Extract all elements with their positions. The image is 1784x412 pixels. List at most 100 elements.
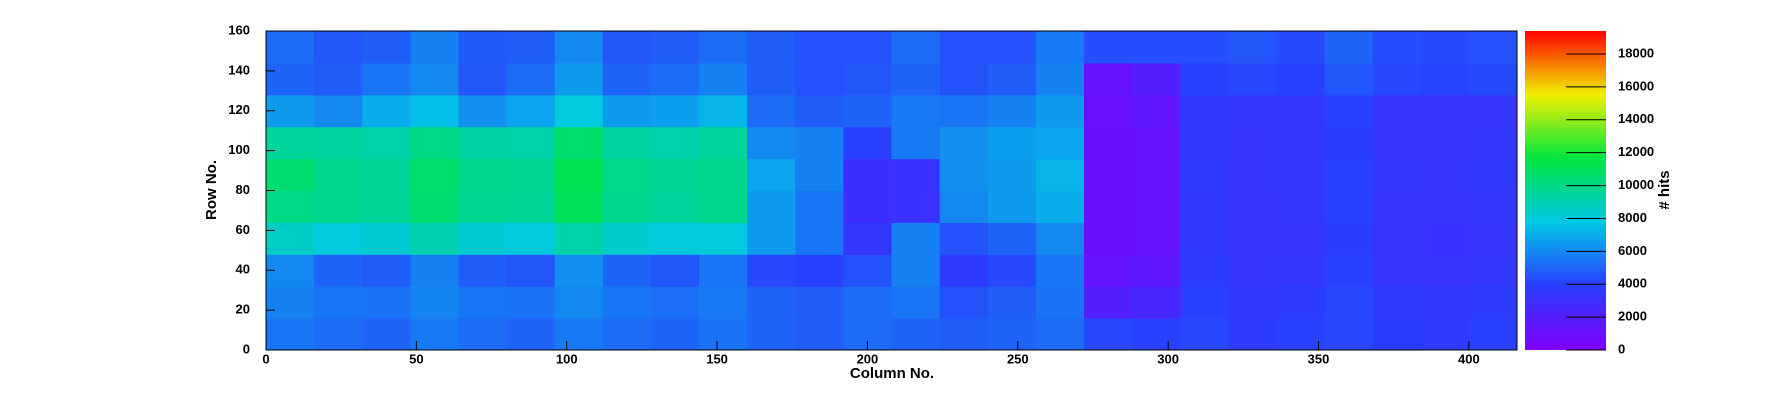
cell <box>939 158 989 191</box>
cell <box>410 286 459 319</box>
cell <box>1324 318 1374 351</box>
cell <box>891 190 941 223</box>
cell <box>602 158 652 191</box>
cell <box>506 190 556 223</box>
cell <box>795 31 844 64</box>
cell <box>362 158 411 191</box>
cell <box>1180 254 1229 287</box>
cell <box>939 94 989 128</box>
cell <box>987 222 1037 255</box>
cell <box>1372 190 1422 223</box>
cell <box>1035 286 1085 319</box>
cell <box>1035 94 1085 128</box>
cell <box>987 254 1037 287</box>
cell <box>266 158 315 191</box>
y-tick-label: 140 <box>228 62 250 77</box>
cell <box>1228 31 1277 64</box>
cell <box>1420 286 1470 319</box>
cell <box>554 254 604 287</box>
cell <box>939 254 989 287</box>
cell <box>1276 126 1326 160</box>
cell <box>554 31 604 64</box>
cell <box>843 254 892 287</box>
cell <box>1372 254 1422 287</box>
cell <box>1276 286 1326 319</box>
cell <box>843 126 892 160</box>
cell <box>266 31 315 64</box>
cell <box>891 126 941 160</box>
x-tick-label: 350 <box>1308 351 1330 366</box>
cell <box>602 62 652 96</box>
heatmap <box>266 31 1518 351</box>
x-tick-label: 200 <box>857 351 879 366</box>
cell <box>699 286 748 319</box>
cell <box>314 286 363 319</box>
cell <box>1468 254 1518 287</box>
cell <box>1035 318 1085 351</box>
x-tick-label: 300 <box>1157 351 1179 366</box>
cell <box>1276 318 1326 351</box>
cell <box>314 126 363 160</box>
cell <box>602 31 652 64</box>
cell <box>843 62 892 96</box>
z-tick-label: 14000 <box>1618 111 1654 126</box>
y-tick-label: 80 <box>236 182 250 197</box>
cell <box>1228 318 1277 351</box>
cell <box>843 158 892 191</box>
cell <box>1468 94 1518 128</box>
cell <box>795 190 844 223</box>
cell <box>1324 286 1374 319</box>
cell <box>987 158 1037 191</box>
cell <box>1468 126 1518 160</box>
cell <box>506 158 556 191</box>
cell <box>1083 158 1133 191</box>
cell <box>458 222 508 255</box>
cell <box>939 31 989 64</box>
cell <box>362 286 411 319</box>
cell <box>747 318 796 351</box>
cell <box>1420 94 1470 128</box>
cell <box>1035 222 1085 255</box>
cell <box>410 254 459 287</box>
cell <box>650 126 700 160</box>
cell <box>266 286 315 319</box>
cell <box>1083 222 1133 255</box>
y-tick-label: 120 <box>228 102 250 117</box>
cell <box>1468 158 1518 191</box>
cell <box>506 62 556 96</box>
cell <box>1180 62 1229 96</box>
cell <box>1276 94 1326 128</box>
cell <box>1324 31 1374 64</box>
cell <box>362 31 411 64</box>
cell <box>1035 254 1085 287</box>
cell <box>362 190 411 223</box>
cell <box>843 190 892 223</box>
cell <box>266 222 315 255</box>
cell <box>1324 126 1374 160</box>
cell <box>410 62 459 96</box>
cell <box>554 94 604 128</box>
cell <box>987 286 1037 319</box>
cell <box>410 126 459 160</box>
cell <box>1132 158 1181 191</box>
cell <box>650 318 700 351</box>
cell <box>843 94 892 128</box>
cell <box>266 318 315 351</box>
cell <box>458 62 508 96</box>
cell <box>987 318 1037 351</box>
cell <box>699 158 748 191</box>
cell <box>1083 94 1133 128</box>
cell <box>939 62 989 96</box>
cell <box>1228 62 1277 96</box>
cell <box>1035 31 1085 64</box>
x-tick-label: 0 <box>262 351 269 366</box>
cell <box>1228 286 1277 319</box>
cell <box>314 254 363 287</box>
x-axis-label: Column No. <box>850 365 934 382</box>
cell <box>314 94 363 128</box>
z-tick-label: 6000 <box>1618 243 1647 258</box>
cell <box>1324 254 1374 287</box>
cell <box>410 158 459 191</box>
cell <box>747 62 796 96</box>
cell <box>362 318 411 351</box>
